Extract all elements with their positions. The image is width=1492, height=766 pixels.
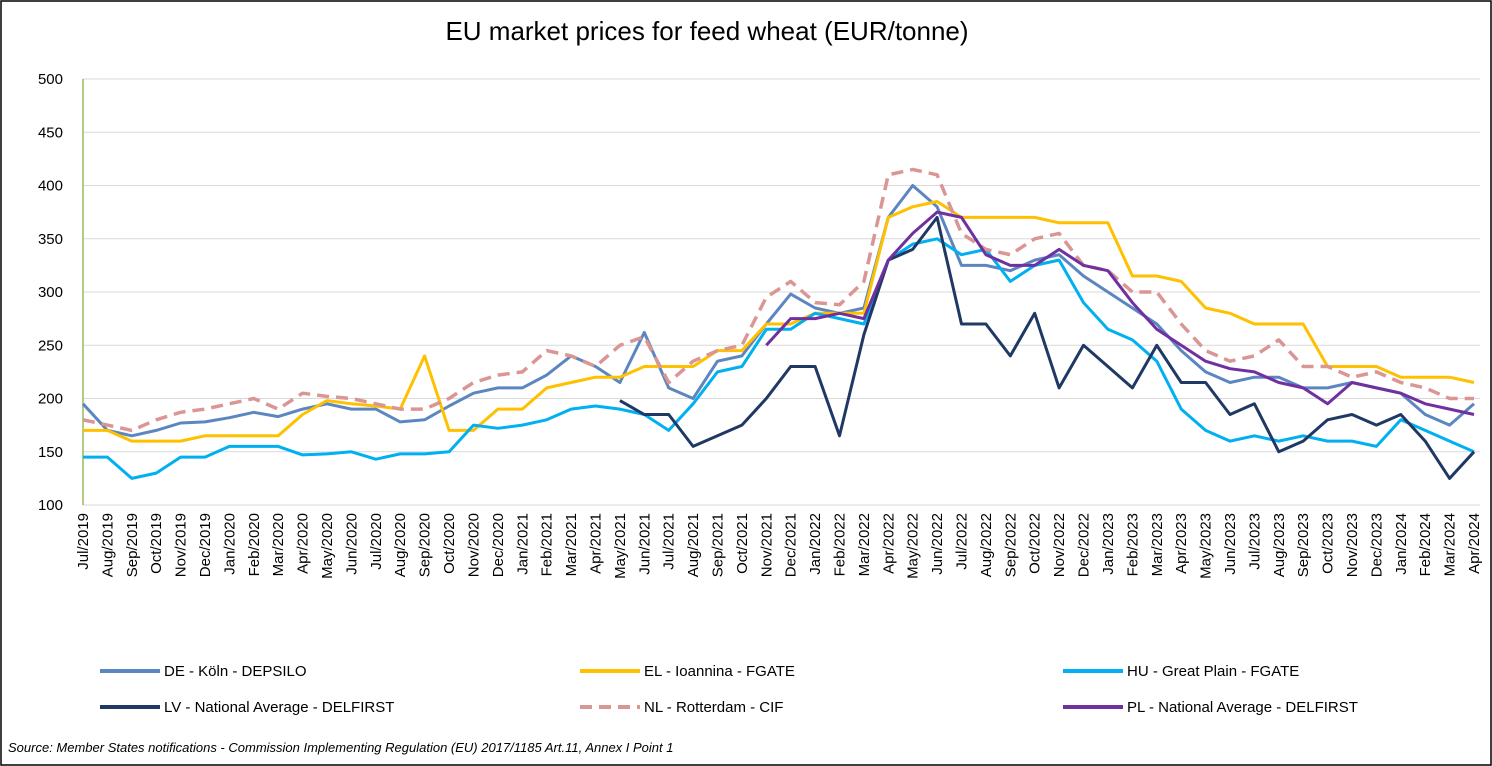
x-tick-label: Sep/2019 [124,513,141,577]
y-tick-label: 100 [38,497,63,514]
x-tick-label: Apr/2020 [295,513,312,574]
x-tick-label: Nov/2020 [465,513,482,577]
x-tick-label: Oct/2021 [734,513,751,574]
x-tick-label: Oct/2019 [148,513,165,574]
y-tick-label: 400 [38,178,63,195]
x-tick-label: Oct/2022 [1027,513,1044,574]
series-line [82,167,1474,433]
x-tick-label: Mar/2022 [856,513,873,576]
x-tick-label: Aug/2019 [99,513,116,577]
y-tick-label: 150 [38,444,63,461]
chart-title: EU market prices for feed wheat (EUR/ton… [445,16,968,46]
x-tick-label: Apr/2021 [587,513,604,574]
x-tick-label: Nov/2021 [758,513,775,577]
x-tick-label: Oct/2020 [441,513,458,574]
y-tick-label: 350 [38,231,63,248]
y-tick-label: 500 [38,71,63,88]
y-tick-label: 450 [38,124,63,141]
x-tick-label: Nov/2022 [1051,513,1068,577]
x-tick-label: Dec/2019 [197,513,214,577]
x-tick-label: Nov/2019 [173,513,190,577]
x-tick-label: May/2020 [319,513,336,579]
x-tick-label: Jan/2020 [221,513,238,575]
x-tick-label: Sep/2020 [417,513,434,577]
x-tick-label: Jun/2020 [343,513,360,575]
x-tick-label: Jan/2023 [1100,513,1117,575]
legend-label: EL - Ioannina - FGATE [644,663,795,680]
legend-label: NL - Rotterdam - CIF [644,699,783,716]
x-tick-label: Sep/2021 [709,513,726,577]
x-tick-label: Mar/2021 [563,513,580,576]
x-tick-label: Jan/2024 [1393,513,1410,575]
x-tick-label: Jun/2021 [636,513,653,575]
x-tick-label: Jul/2022 [954,513,971,570]
x-tick-label: May/2022 [905,513,922,579]
x-tick-label: Jun/2022 [929,513,946,575]
x-tick-label: Nov/2023 [1344,513,1361,577]
x-tick-label: Jan/2021 [514,513,531,575]
x-tick-label: Dec/2021 [783,513,800,577]
x-tick-label: Jul/2020 [368,513,385,570]
x-tick-label: Aug/2022 [978,513,995,577]
x-tick-label: Mar/2020 [270,513,287,576]
x-tick-label: Feb/2020 [246,513,263,576]
x-tick-label: Jul/2021 [661,513,678,570]
series-line [765,210,1475,416]
x-tick-label: Dec/2022 [1076,513,1093,577]
legend-label: HU - Great Plain - FGATE [1127,663,1299,680]
x-tick-label: Oct/2023 [1320,513,1337,574]
x-tick-label: Feb/2024 [1417,513,1434,576]
x-tick-label: Jan/2022 [807,513,824,575]
series-line [83,237,1475,480]
x-tick-label: Dec/2023 [1368,513,1385,577]
x-tick-label: Aug/2021 [685,513,702,577]
x-tick-label: Mar/2023 [1149,513,1166,576]
x-tick-label: Sep/2022 [1002,513,1019,577]
y-tick-label: 300 [38,284,63,301]
source-note: Source: Member States notifications - Co… [8,740,674,755]
x-tick-label: May/2021 [612,513,629,579]
y-tick-label: 250 [38,337,63,354]
legend-label: PL - National Average - DELFIRST [1127,699,1358,716]
x-tick-label: Sep/2023 [1295,513,1312,577]
x-tick-label: Jul/2019 [75,513,92,570]
y-tick-label: 200 [38,391,63,408]
x-tick-label: Jun/2023 [1222,513,1239,575]
x-tick-label: Feb/2021 [539,513,556,576]
x-tick-label: Feb/2022 [832,513,849,576]
x-tick-label: Jul/2023 [1246,513,1263,570]
x-tick-label: Apr/2022 [880,513,897,574]
x-tick-label: Feb/2023 [1124,513,1141,576]
x-tick-label: Aug/2023 [1271,513,1288,577]
x-tick-label: Dec/2020 [490,513,507,577]
legend-label: DE - Köln - DEPSILO [164,663,307,680]
x-tick-label: Apr/2023 [1173,513,1190,574]
x-tick-label: May/2023 [1198,513,1215,579]
series-line [619,215,1476,480]
x-tick-label: Mar/2024 [1442,513,1459,576]
legend-label: LV - National Average - DELFIRST [164,699,394,716]
series-line [83,200,1475,443]
x-tick-label: Apr/2024 [1466,513,1483,574]
x-tick-label: Aug/2020 [392,513,409,577]
